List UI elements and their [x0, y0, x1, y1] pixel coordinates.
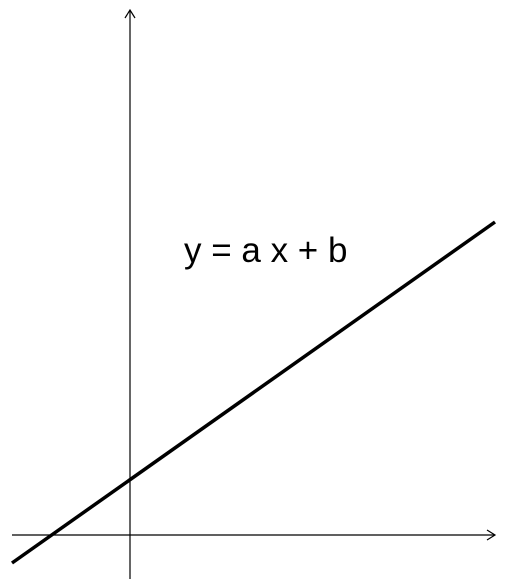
- x-axis: [12, 529, 497, 541]
- y-axis-arrowhead: [124, 8, 136, 19]
- equation-label: y = a x + b: [184, 231, 347, 270]
- linear-function-line: [10, 220, 497, 565]
- y-axis: [124, 8, 136, 579]
- x-axis-arrowhead: [486, 529, 497, 541]
